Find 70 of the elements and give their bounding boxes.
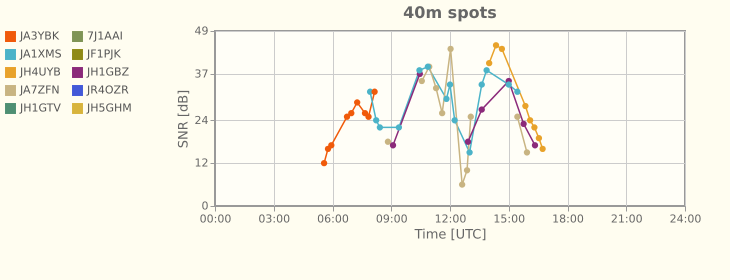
y-tick-label: 0: [202, 200, 208, 212]
point: [384, 138, 392, 145]
point: [524, 149, 530, 156]
x-tick-label: 06:00: [317, 212, 349, 226]
y-tick-label: 12: [194, 156, 208, 170]
y-tick-label: 37: [194, 67, 208, 80]
x-tick-label: 21:00: [610, 212, 643, 226]
chart-title: 40m spots: [403, 3, 497, 22]
point: [418, 78, 425, 84]
legend-label: JH5GHM: [86, 102, 132, 114]
point: [492, 42, 500, 48]
point: [348, 110, 354, 116]
point: [514, 114, 521, 120]
point: [439, 110, 446, 116]
point: [478, 106, 485, 113]
point: [365, 114, 372, 120]
x-tick-label: 18:00: [552, 212, 584, 226]
legend-label: JH1GBZ: [86, 66, 130, 78]
point: [452, 117, 458, 124]
point: [466, 149, 473, 156]
point: [520, 120, 527, 128]
point: [486, 60, 492, 66]
x-axis-title: Time [UTC]: [414, 228, 486, 242]
point: [362, 110, 368, 116]
point: [539, 146, 546, 152]
point: [320, 160, 328, 166]
point: [446, 81, 454, 88]
y-axis-title: SNR [dB]: [176, 90, 192, 148]
point: [458, 181, 466, 188]
point: [514, 88, 521, 95]
legend-label: JH1GTV: [19, 102, 62, 114]
point: [376, 124, 384, 131]
legend-label: JH4UYB: [19, 66, 61, 78]
legend-label: 7J1AAI: [87, 30, 123, 43]
point: [344, 114, 350, 120]
x-tick-label: 00:00: [200, 212, 232, 226]
point: [526, 117, 534, 124]
point: [354, 99, 360, 106]
x-tick-label: 12:00: [434, 212, 466, 226]
legend-label: JA1XMS: [19, 48, 62, 60]
point: [536, 134, 542, 142]
legend-label: JA7ZFN: [19, 84, 60, 96]
point: [522, 102, 529, 110]
x-tick-label: 03:00: [258, 212, 290, 226]
x-tick-label: 09:00: [376, 212, 408, 226]
point: [373, 117, 380, 124]
point: [464, 138, 472, 145]
point: [498, 46, 506, 52]
y-tick-label: 49: [194, 24, 208, 38]
point: [464, 167, 470, 174]
y-tick-label: 24: [194, 114, 208, 127]
point: [483, 67, 490, 74]
point: [506, 81, 512, 88]
point: [532, 142, 538, 148]
point: [432, 84, 440, 92]
point: [416, 67, 423, 74]
legend-label: JF1PJK: [86, 48, 122, 60]
legend-label: JA3YBK: [19, 30, 60, 43]
x-tick-label: 15:00: [493, 212, 526, 226]
point: [371, 88, 378, 95]
point: [447, 46, 454, 52]
legend-label: JR4OZR: [86, 84, 130, 96]
point: [468, 114, 474, 120]
point: [396, 124, 402, 131]
point: [478, 81, 485, 88]
point: [531, 124, 538, 131]
point: [390, 142, 396, 148]
x-tick-label: 24:00: [670, 212, 702, 226]
point: [443, 96, 450, 102]
point: [328, 142, 334, 148]
